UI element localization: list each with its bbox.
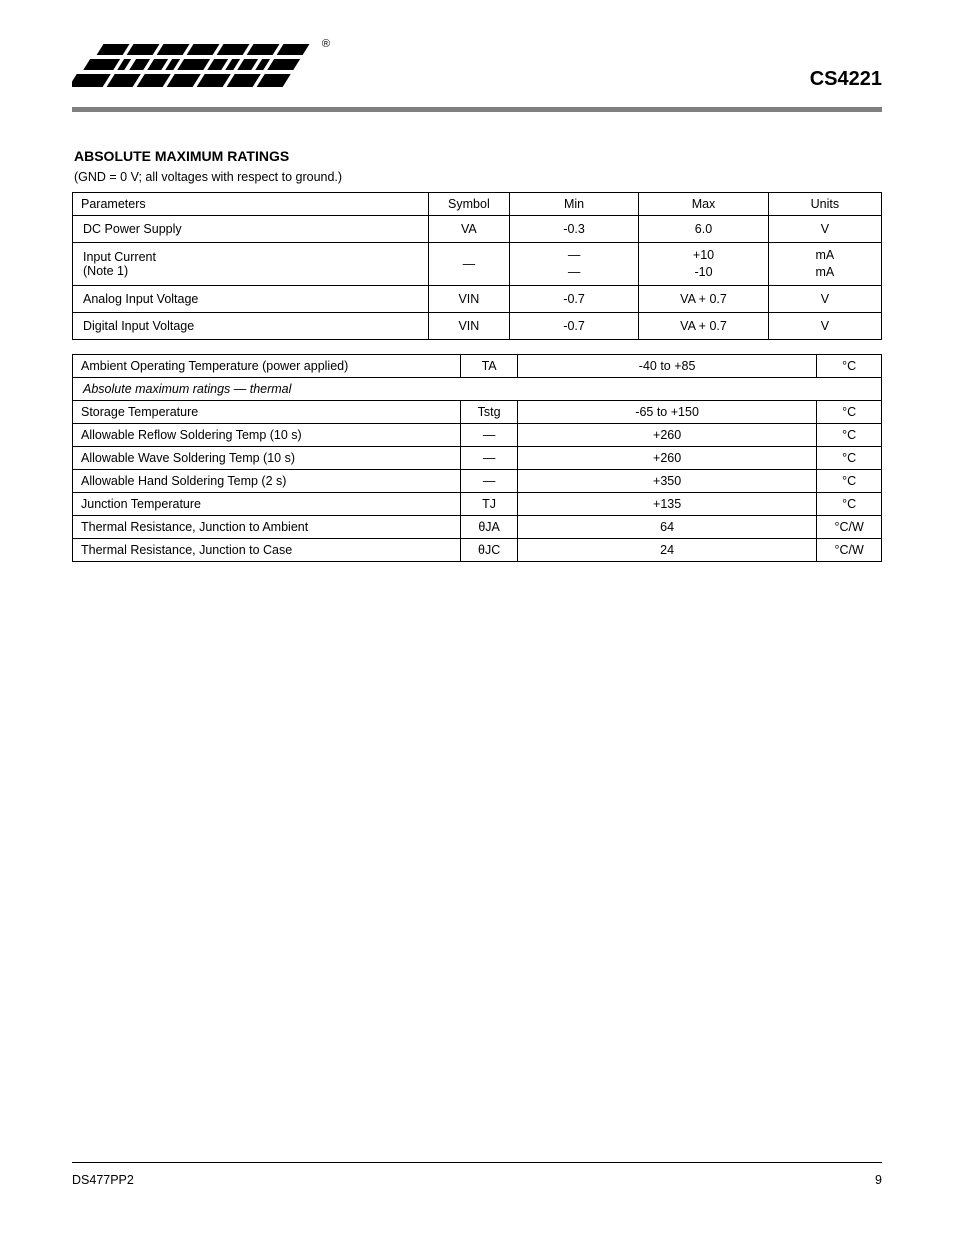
table-cell: °C [817,492,882,515]
table-cell: +260 [517,446,816,469]
table-cell: °C [817,400,882,423]
table-cell: Storage Temperature [73,400,461,423]
table-row: DC Power SupplyVA-0.36.0V [73,216,882,243]
part-number: CS4221 [810,40,882,91]
table-cell: °C/W [817,538,882,561]
table-cell: Allowable Wave Soldering Temp (10 s) [73,446,461,469]
table-cell: -65 to +150 [517,400,816,423]
table-header: Ambient Operating Temperature (power app… [73,354,461,377]
table-row: Thermal Resistance, Junction to Ambientθ… [73,515,882,538]
table-row: Input Current(Note 1)———+10-10mAmA [73,243,882,286]
section-note: (GND = 0 V; all voltages with respect to… [74,170,882,184]
table-cell: TJ [461,492,518,515]
footer-left: DS477PP2 [72,1173,134,1187]
table-cell: θJC [461,538,518,561]
table-header: -40 to +85 [517,354,816,377]
table-cell: -0.7 [509,312,638,339]
table-row: Junction TemperatureTJ+135°C [73,492,882,515]
table-cell: VIN [428,285,509,312]
table-cell: — [461,446,518,469]
table-cell: — [428,243,509,286]
table-cell: °C [817,446,882,469]
table-cell: VIN [428,312,509,339]
table-cell: V [768,312,881,339]
table-cell: Thermal Resistance, Junction to Ambient [73,515,461,538]
table-cell: +135 [517,492,816,515]
table-row: Allowable Wave Soldering Temp (10 s)—+26… [73,446,882,469]
table-cell: —— [509,243,638,286]
table-cell: -0.7 [509,285,638,312]
table-cell: VA + 0.7 [639,285,768,312]
table-cell: — [461,469,518,492]
abs-max-table: ParametersSymbolMinMaxUnitsDC Power Supp… [72,192,882,340]
table-cell: Junction Temperature [73,492,461,515]
table-header: Units [768,193,881,216]
table-cell: 64 [517,515,816,538]
table-cell: Input Current(Note 1) [73,243,429,286]
table-cell: Digital Input Voltage [73,312,429,339]
table-cell: +10-10 [639,243,768,286]
table-cell: °C [817,469,882,492]
table-cell: °C [817,423,882,446]
table-cell: Tstg [461,400,518,423]
table-cell: °C/W [817,515,882,538]
table-cell: Allowable Hand Soldering Temp (2 s) [73,469,461,492]
table-header: TA [461,354,518,377]
table-cell: DC Power Supply [73,216,429,243]
table-row: Analog Input VoltageVIN-0.7VA + 0.7V [73,285,882,312]
table-cell: 6.0 [639,216,768,243]
table-header: Parameters [73,193,429,216]
table-cell: V [768,216,881,243]
table-cell: Thermal Resistance, Junction to Case [73,538,461,561]
registered-mark: ® [322,38,330,50]
table-cell: mAmA [768,243,881,286]
table-row: Thermal Resistance, Junction to CaseθJC2… [73,538,882,561]
table-row: Digital Input VoltageVIN-0.7VA + 0.7V [73,312,882,339]
thermal-table: Ambient Operating Temperature (power app… [72,354,882,562]
table-row: Allowable Reflow Soldering Temp (10 s)—+… [73,423,882,446]
table-row: Storage TemperatureTstg-65 to +150°C [73,400,882,423]
table-subheader: Absolute maximum ratings — thermal [73,377,882,400]
table-cell: VA [428,216,509,243]
table-cell: Allowable Reflow Soldering Temp (10 s) [73,423,461,446]
table-cell: -0.3 [509,216,638,243]
table-header: Max [639,193,768,216]
footer-divider [72,1162,882,1163]
table-row: Allowable Hand Soldering Temp (2 s)—+350… [73,469,882,492]
table-header: °C [817,354,882,377]
table-subheader-row: Absolute maximum ratings — thermal [73,377,882,400]
header-divider [72,107,882,112]
footer-right: 9 [875,1173,882,1187]
table-cell: V [768,285,881,312]
table-cell: θJA [461,515,518,538]
table-cell: 24 [517,538,816,561]
table-header: Min [509,193,638,216]
section-title-absmax: ABSOLUTE MAXIMUM RATINGS [74,148,882,164]
table-cell: Analog Input Voltage [73,285,429,312]
table-cell: +260 [517,423,816,446]
table-cell: — [461,423,518,446]
table-cell: +350 [517,469,816,492]
table-cell: VA + 0.7 [639,312,768,339]
brand-logo: ® [72,40,318,101]
table-header: Symbol [428,193,509,216]
